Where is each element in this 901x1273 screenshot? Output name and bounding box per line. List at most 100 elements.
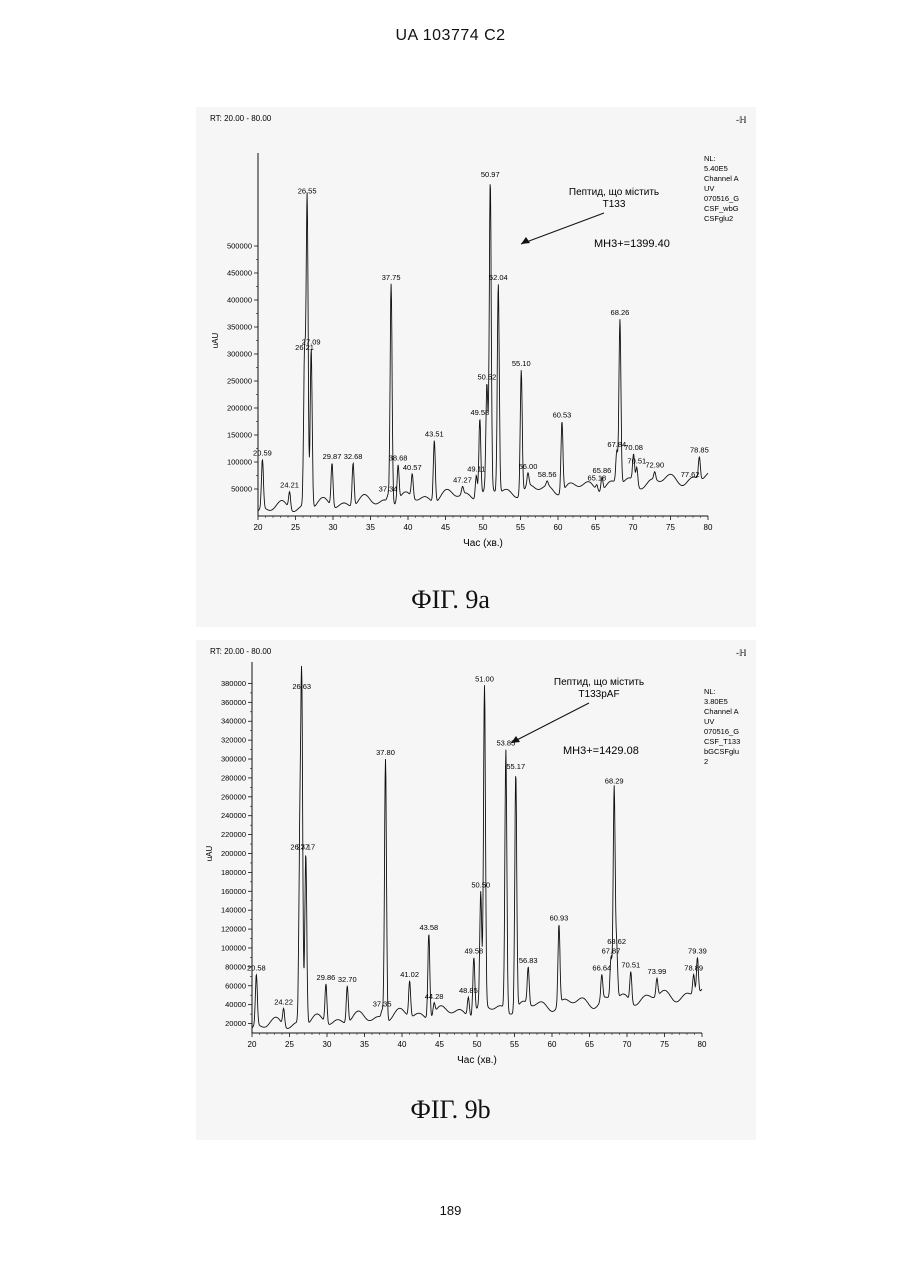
peak-label: 29.87 bbox=[323, 452, 342, 461]
x-tick-label: 70 bbox=[629, 523, 638, 532]
side-note-line: bGCSFglu bbox=[704, 747, 739, 756]
y-tick-label: 120000 bbox=[221, 925, 246, 934]
peak-label: 37.80 bbox=[376, 748, 395, 757]
peak-label: 72.90 bbox=[645, 461, 664, 470]
peak-label: 20.59 bbox=[253, 448, 272, 457]
peak-label: 50.50 bbox=[471, 880, 490, 889]
x-tick-label: 80 bbox=[704, 523, 713, 532]
peak-label: 29.86 bbox=[317, 973, 336, 982]
side-note-line: 5.40E5 bbox=[704, 164, 728, 173]
peak-label: 26.55 bbox=[298, 186, 317, 195]
side-note-line: CSFglu2 bbox=[704, 214, 733, 223]
peak-label: 58.56 bbox=[538, 470, 557, 479]
y-tick-label: 200000 bbox=[221, 849, 246, 858]
x-axis-title: Час (хв.) bbox=[457, 1055, 497, 1066]
x-tick-label: 50 bbox=[479, 523, 488, 532]
chromatogram-9b: RT: 20.00 - 80.00-ℍNL:3.80E5Channel AUV0… bbox=[196, 640, 756, 1140]
y-tick-label: 260000 bbox=[221, 792, 246, 801]
x-tick-label: 65 bbox=[591, 523, 600, 532]
peak-label: 78.85 bbox=[690, 446, 709, 455]
peak-label: 60.53 bbox=[553, 411, 572, 420]
figure-9b-panel: RT: 20.00 - 80.00-ℍNL:3.80E5Channel AUV0… bbox=[196, 640, 756, 1140]
y-tick-label: 20000 bbox=[225, 1019, 246, 1028]
annotation-arrow-line bbox=[521, 213, 604, 244]
rt-range-label: RT: 20.00 - 80.00 bbox=[210, 114, 272, 123]
side-note-line: 2 bbox=[704, 757, 708, 766]
x-tick-label: 45 bbox=[441, 523, 450, 532]
x-tick-label: 30 bbox=[329, 523, 338, 532]
y-axis-title: uAU bbox=[211, 332, 220, 348]
peak-label: 79.39 bbox=[688, 946, 707, 955]
y-tick-label: 400000 bbox=[227, 296, 252, 305]
peak-label: 26.63 bbox=[292, 682, 311, 691]
side-note-line: Channel A bbox=[704, 174, 739, 183]
x-tick-label: 75 bbox=[666, 523, 675, 532]
peak-label: 78.89 bbox=[684, 963, 703, 972]
peak-label: 47.27 bbox=[453, 475, 472, 484]
side-note-line: CSF_T133 bbox=[704, 737, 740, 746]
side-note-line: CSF_wbG bbox=[704, 204, 739, 213]
y-tick-label: 60000 bbox=[225, 981, 246, 990]
mh-label: MH3+=1429.08 bbox=[563, 745, 639, 757]
fig-caption-9a: ФІГ. 9а bbox=[0, 585, 901, 615]
y-tick-label: 320000 bbox=[221, 736, 246, 745]
annotation-text: Пептид, що містить bbox=[569, 187, 659, 198]
side-note-line: 3.80E5 bbox=[704, 697, 728, 706]
side-note-line: UV bbox=[704, 717, 714, 726]
x-tick-label: 30 bbox=[323, 1040, 332, 1049]
y-tick-label: 340000 bbox=[221, 717, 246, 726]
x-tick-label: 55 bbox=[516, 523, 525, 532]
peak-label: 68.26 bbox=[611, 308, 630, 317]
peak-label: 43.58 bbox=[419, 923, 438, 932]
peak-label: 65.86 bbox=[593, 466, 612, 475]
x-tick-label: 65 bbox=[585, 1040, 594, 1049]
side-note-line: NL: bbox=[704, 154, 716, 163]
peak-label: 49.58 bbox=[464, 946, 483, 955]
peak-label: 68.62 bbox=[607, 937, 626, 946]
peak-label: 27.17 bbox=[296, 843, 315, 852]
figure-9a-panel: RT: 20.00 - 80.00-ℍNL:5.40E5Channel AUV0… bbox=[196, 107, 756, 627]
x-tick-label: 20 bbox=[254, 523, 263, 532]
x-tick-label: 25 bbox=[291, 523, 300, 532]
peak-label: 70.51 bbox=[627, 456, 646, 465]
peak-label: 43.51 bbox=[425, 429, 444, 438]
peak-label: 70.08 bbox=[624, 443, 643, 452]
x-tick-label: 50 bbox=[473, 1040, 482, 1049]
peak-label: 55.17 bbox=[506, 762, 525, 771]
peak-label: 53.85 bbox=[496, 739, 515, 748]
x-tick-label: 75 bbox=[660, 1040, 669, 1049]
y-tick-label: 350000 bbox=[227, 323, 252, 332]
y-tick-label: 360000 bbox=[221, 698, 246, 707]
peak-label: 50.97 bbox=[481, 170, 500, 179]
annotation-text: T133pAF bbox=[578, 689, 619, 700]
peak-label: 32.68 bbox=[344, 452, 363, 461]
peak-label: 70.51 bbox=[621, 961, 640, 970]
peak-label: 37.75 bbox=[382, 273, 401, 282]
y-tick-label: 160000 bbox=[221, 887, 246, 896]
y-tick-label: 450000 bbox=[227, 269, 252, 278]
corner-mark: -ℍ bbox=[736, 115, 747, 125]
peak-label: 27.09 bbox=[302, 338, 321, 347]
y-tick-label: 180000 bbox=[221, 868, 246, 877]
peak-label: 41.02 bbox=[400, 970, 419, 979]
y-tick-label: 300000 bbox=[221, 755, 246, 764]
y-tick-label: 240000 bbox=[221, 811, 246, 820]
side-note-line: 070516_G bbox=[704, 194, 739, 203]
y-tick-label: 100000 bbox=[221, 943, 246, 952]
side-note-line: 070516_G bbox=[704, 727, 739, 736]
x-tick-label: 60 bbox=[548, 1040, 557, 1049]
peak-label: 20.58 bbox=[247, 963, 266, 972]
peak-label: 44.28 bbox=[425, 992, 444, 1001]
rt-range-label: RT: 20.00 - 80.00 bbox=[210, 647, 272, 656]
x-tick-label: 40 bbox=[404, 523, 413, 532]
side-note-line: Channel A bbox=[704, 707, 739, 716]
peak-label: 66.64 bbox=[592, 963, 611, 972]
y-tick-label: 380000 bbox=[221, 679, 246, 688]
y-tick-label: 100000 bbox=[227, 458, 252, 467]
annotation-arrow-line bbox=[511, 703, 589, 743]
peak-label: 50.52 bbox=[478, 373, 497, 382]
x-tick-label: 40 bbox=[398, 1040, 407, 1049]
y-tick-label: 50000 bbox=[231, 485, 252, 494]
y-tick-label: 150000 bbox=[227, 431, 252, 440]
y-tick-label: 40000 bbox=[225, 1000, 246, 1009]
